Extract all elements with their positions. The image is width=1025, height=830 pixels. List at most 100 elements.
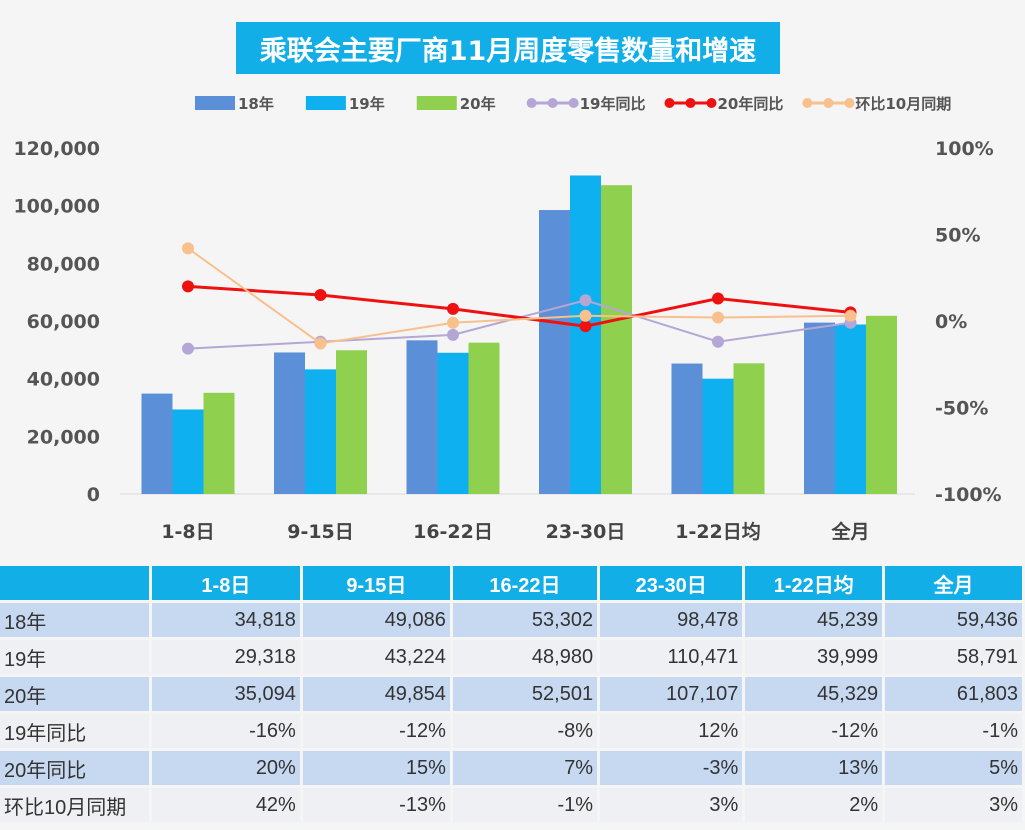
bar-19年 <box>702 378 734 494</box>
table-cell: 110,471 <box>600 640 743 674</box>
table-cell: 42% <box>151 788 300 822</box>
y-left-tick: 60,000 <box>27 311 100 333</box>
table-row: 19年同比 -16% -12% -8% 12% -12% -1% <box>0 714 1022 748</box>
table-cell: -12% <box>745 714 883 748</box>
point-20年同比 <box>182 280 194 293</box>
point-20年同比 <box>447 302 459 315</box>
point-20年同比 <box>712 292 724 305</box>
chart: 0 20,000 40,000 60,000 80,000 100,000 120,000 -… <box>13 95 1002 543</box>
table-cell: 13% <box>745 751 883 785</box>
point-19年同比 <box>182 342 194 355</box>
row-label: 18年 <box>0 603 149 637</box>
bar-20年 <box>336 350 367 494</box>
table-cell: 58,791 <box>885 640 1022 674</box>
table-cell: 43,224 <box>302 640 450 674</box>
table-cell: 45,329 <box>745 677 883 711</box>
legend-marker <box>802 98 813 108</box>
legend-label: 19年同比 <box>580 95 646 113</box>
y-left-tick: 20,000 <box>27 426 100 448</box>
table-cell: -1% <box>885 714 1022 748</box>
table-cell: -8% <box>452 714 598 748</box>
legend-marker <box>823 98 834 108</box>
row-label: 19年 <box>0 640 149 674</box>
table-cell: 49,854 <box>302 677 450 711</box>
table-row: 20年 35,094 49,854 52,501 107,107 45,329 61,803 <box>0 677 1022 711</box>
table-row: 19年 29,318 43,224 48,980 110,471 39,999 58,791 <box>0 640 1022 674</box>
bar-20年 <box>203 392 235 494</box>
legend-swatch <box>305 96 346 110</box>
table-cell: 98,478 <box>600 603 743 637</box>
table-row: 环比10月同期 42% -13% -1% 3% 2% 3% <box>0 788 1022 822</box>
legend-marker <box>526 98 537 108</box>
point-环比10月同期 <box>844 309 857 322</box>
table-cell: 29,318 <box>151 640 300 674</box>
table-cell: 53,302 <box>452 603 598 637</box>
point-环比10月同期 <box>314 337 327 350</box>
bar-19年 <box>835 324 866 494</box>
legend-marker <box>547 98 558 108</box>
data-table: 1-8日 9-15日 16-22日 23-30日 1-22日均 全月 18年 34,818 4… <box>0 563 1025 825</box>
table-header-cell: 1-22日均 <box>745 566 883 600</box>
legend-label: 环比10月同期 <box>855 95 951 113</box>
table-cell: -1% <box>452 788 598 822</box>
point-19年同比 <box>447 328 459 341</box>
legend-marker <box>685 98 696 108</box>
table-header-cell: 16-22日 <box>452 566 598 600</box>
y-right-tick: 0% <box>935 311 967 333</box>
table-cell: 35,094 <box>151 677 300 711</box>
table-cell: 39,999 <box>745 640 883 674</box>
table-header-cell <box>0 566 149 600</box>
table-cell: 2% <box>745 788 883 822</box>
x-tick-label: 1-22日均 <box>675 520 761 543</box>
bar-19年 <box>172 409 204 494</box>
table-row: 20年同比 20% 15% 7% -3% 13% 5% <box>0 751 1022 785</box>
table-cell: 59,436 <box>885 603 1022 637</box>
x-tick-label: 9-15日 <box>287 521 354 543</box>
table-header-cell: 1-8日 <box>151 566 300 600</box>
y-right-tick: 100% <box>935 138 994 160</box>
row-label: 20年 <box>0 677 149 711</box>
bar-18年 <box>274 352 305 494</box>
point-环比10月同期 <box>447 316 459 329</box>
bar-20年 <box>601 185 632 495</box>
legend-marker <box>664 98 675 108</box>
row-label: 19年同比 <box>0 714 149 748</box>
bar-19年 <box>437 352 469 494</box>
table-cell: 61,803 <box>885 677 1022 711</box>
point-19年同比 <box>579 294 592 307</box>
y-right-tick: -100% <box>935 484 1002 506</box>
row-label: 环比10月同期 <box>0 788 149 822</box>
table-cell: -13% <box>302 788 450 822</box>
table-cell: 49,086 <box>302 603 450 637</box>
legend-swatch <box>416 96 457 110</box>
table-cell: -3% <box>600 751 743 785</box>
chart-title: 乘联会主要厂商11月周度零售数量和增速 <box>236 22 780 74</box>
bar-18年 <box>671 363 703 494</box>
bar-18年 <box>804 322 835 494</box>
table-cell: 12% <box>600 714 743 748</box>
row-label: 20年同比 <box>0 751 149 785</box>
bar-19年 <box>305 369 336 494</box>
legend-swatch <box>195 96 235 110</box>
y-left-tick: 80,000 <box>27 253 100 275</box>
table-cell: -12% <box>302 714 450 748</box>
line-19年同比 <box>187 299 851 350</box>
table-cell: 7% <box>452 751 598 785</box>
y-left-tick: 100,000 <box>13 196 100 218</box>
point-环比10月同期 <box>579 309 592 322</box>
bar-20年 <box>733 363 765 494</box>
y-left-tick: 0 <box>87 484 100 506</box>
line-环比10月同期 <box>187 247 851 345</box>
x-tick-label: 16-22日 <box>413 521 493 543</box>
table-cell: 3% <box>885 788 1022 822</box>
bar-20年 <box>866 315 897 494</box>
y-right-tick: -50% <box>935 398 988 420</box>
legend-label: 20年同比 <box>718 95 784 113</box>
table-header-cell: 23-30日 <box>600 566 743 600</box>
table-header-cell: 全月 <box>885 566 1022 600</box>
table-cell: 52,501 <box>452 677 598 711</box>
line-20年同比 <box>187 284 851 328</box>
y-left-tick: 120,000 <box>13 138 100 160</box>
point-环比10月同期 <box>712 311 724 324</box>
table-cell: 5% <box>885 751 1022 785</box>
